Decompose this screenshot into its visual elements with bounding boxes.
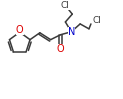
Text: N: N bbox=[68, 27, 75, 37]
Text: O: O bbox=[16, 25, 23, 35]
Text: O: O bbox=[57, 44, 64, 54]
Text: Cl: Cl bbox=[61, 1, 70, 10]
Text: Cl: Cl bbox=[92, 17, 101, 25]
